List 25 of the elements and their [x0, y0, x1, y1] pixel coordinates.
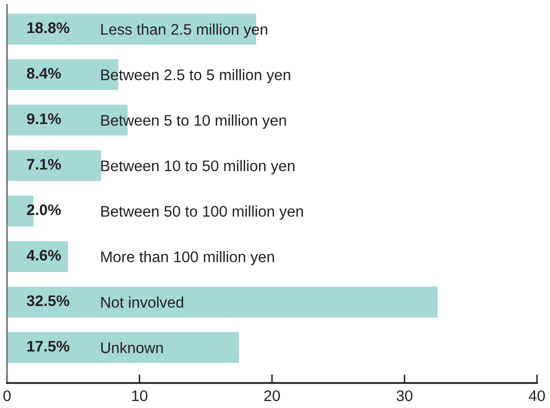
y-tick-label: More than 100 million yen — [101, 251, 274, 266]
y-tick-label: Less than 2.5 million yen — [101, 24, 268, 38]
data-label: 32.5% — [26, 295, 70, 306]
data-label: 9.1% — [26, 113, 61, 124]
x-tick-label: 30 — [396, 390, 412, 402]
x-tick-label: 40 — [528, 390, 545, 402]
data-label: 17.5% — [27, 340, 70, 352]
y-tick-label: Between 50 to 100 million yen — [101, 206, 303, 220]
data-label: 4.6% — [26, 250, 61, 261]
x-tick-label: 20 — [264, 390, 280, 402]
bar — [7, 332, 239, 363]
x-tick-label: 10 — [132, 390, 148, 402]
y-tick-label: Unknown — [101, 342, 163, 354]
y-tick-label: Between 2.5 to 5 million yen — [101, 69, 290, 84]
bar — [7, 286, 438, 318]
y-tick-label: Between 5 to 10 million yen — [101, 114, 286, 129]
data-label: 2.0% — [26, 204, 61, 216]
x-tick-label: 0 — [3, 390, 11, 402]
bar — [7, 241, 68, 272]
data-label: 7.1% — [27, 158, 61, 170]
bar — [7, 150, 102, 182]
y-tick-label: Not involved — [101, 296, 184, 308]
data-label: 8.4% — [26, 68, 61, 79]
y-tick-label: Between 10 to 50 million yen — [101, 160, 294, 174]
data-label: 18.8% — [27, 22, 70, 34]
